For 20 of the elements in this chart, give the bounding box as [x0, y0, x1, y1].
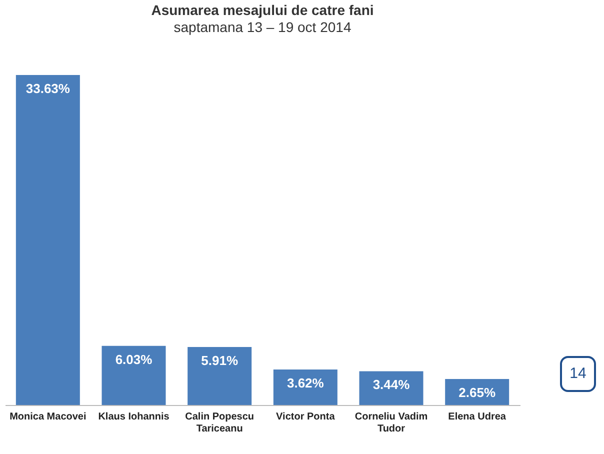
x-tick-label: Klaus Iohannis [98, 412, 170, 422]
chart-subtitle: saptamana 13 – 19 oct 2014 [174, 19, 352, 35]
data-label: 3.44% [372, 377, 410, 392]
bar [16, 75, 80, 405]
data-label: 33.63% [26, 81, 70, 96]
x-tick-label: Corneliu Vadim Tudor [354, 412, 428, 434]
data-label: 3.62% [286, 375, 324, 390]
bar [359, 371, 424, 405]
x-tick-label: Victor Ponta [276, 412, 336, 422]
text: 14 [560, 356, 596, 392]
x-tick-label: Monica Macovei [10, 412, 86, 422]
data-label: 6.03% [115, 352, 153, 367]
chart-title: Asumarea mesajului de catre fani [151, 2, 374, 18]
bar [273, 369, 338, 405]
data-label: 5.91% [201, 353, 238, 368]
data-label: 2.65% [458, 384, 496, 400]
bar [102, 346, 166, 405]
x-tick-label: Calin Popescu Tariceanu [185, 412, 254, 434]
x-tick-label: Elena Udrea [448, 412, 506, 422]
bar [188, 347, 252, 405]
